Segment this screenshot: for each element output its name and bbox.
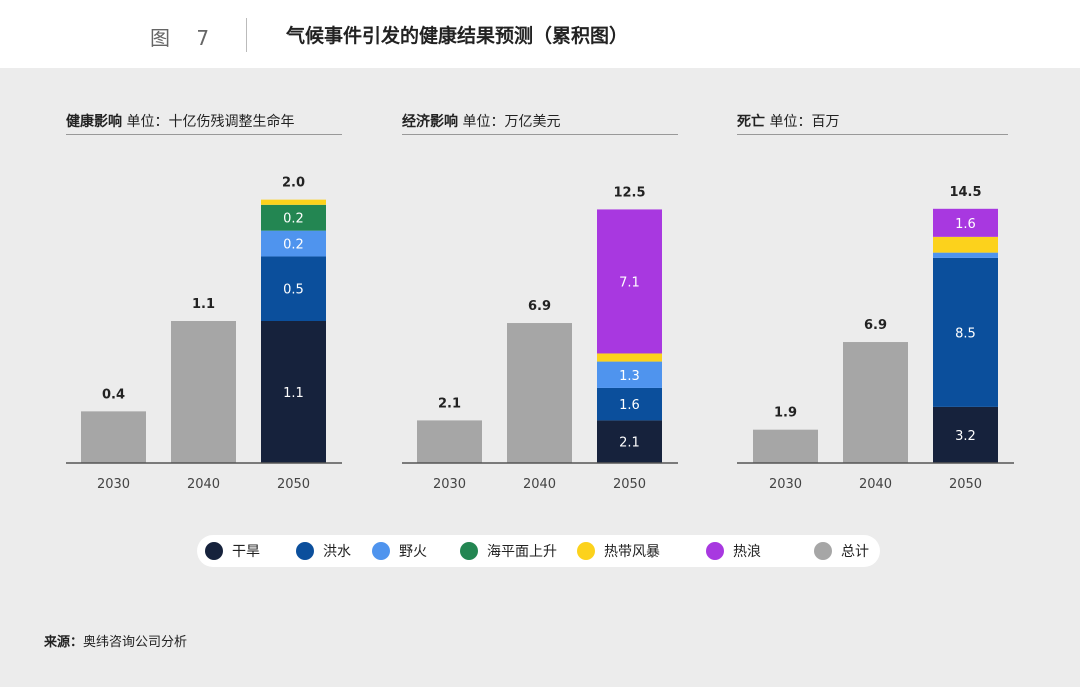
total-value-label: 2.1 [438, 396, 461, 411]
legend-item: 野火 [372, 535, 427, 567]
x-tick-label: 2050 [277, 477, 310, 492]
segment-value-label: 3.2 [955, 429, 976, 444]
total-value-label: 6.9 [528, 299, 551, 314]
segment-value-label: 0.2 [283, 238, 304, 253]
bar-segment [933, 406, 998, 463]
panel-heading: 死亡 [737, 114, 765, 130]
total-value-label: 12.5 [613, 185, 645, 200]
panel-title-deaths: 死亡 单位：百万 [737, 111, 839, 131]
bar-segment [597, 209, 662, 354]
x-tick-label: 2040 [523, 477, 556, 492]
figure-number: 图 7 [150, 26, 220, 50]
legend-item: 洪水 [296, 535, 351, 567]
bar-segment [933, 252, 998, 258]
segment-value-label: 1.6 [955, 217, 976, 232]
legend-swatch [296, 542, 314, 560]
legend-swatch [706, 542, 724, 560]
bar-segment [597, 361, 662, 388]
bar-segment [933, 236, 998, 253]
total-value-label: 1.1 [192, 297, 215, 312]
segment-value-label: 1.6 [619, 398, 640, 413]
bar-segment [171, 321, 236, 463]
legend-label: 热带风暴 [604, 544, 660, 560]
total-value-label: 1.9 [774, 406, 797, 421]
header-divider [246, 18, 247, 52]
bar-segment [597, 353, 662, 362]
bar-segment [261, 256, 326, 321]
legend-item: 热浪 [706, 535, 761, 567]
panel-title-economic: 经济影响 单位：万亿美元 [402, 111, 560, 131]
x-tick-label: 2030 [433, 477, 466, 492]
legend: 干旱 洪水 野火 海平面上升 热带风暴 热浪 总计 [197, 535, 880, 567]
segment-value-label: 1.1 [283, 386, 304, 401]
x-tick-label: 2050 [613, 477, 646, 492]
x-tick-label: 2040 [187, 477, 220, 492]
x-tick-label: 2050 [949, 477, 982, 492]
legend-item: 总计 [814, 535, 869, 567]
bar-segment [597, 420, 662, 463]
segment-value-label: 1.3 [619, 369, 640, 384]
source-note: 来源：奥纬咨询公司分析 [44, 631, 187, 650]
bar-segment [81, 411, 146, 463]
x-tick-label: 2030 [97, 477, 130, 492]
legend-label: 海平面上升 [487, 544, 557, 560]
bar-segment [843, 342, 908, 463]
legend-swatch [577, 542, 595, 560]
bar-segment [261, 230, 326, 257]
legend-label: 热浪 [733, 544, 761, 560]
legend-swatch [205, 542, 223, 560]
legend-item: 干旱 [205, 535, 260, 567]
segment-value-label: 8.5 [955, 326, 976, 341]
segment-value-label: 7.1 [619, 275, 640, 290]
bar-segment [933, 257, 998, 407]
legend-swatch [372, 542, 390, 560]
x-tick-label: 2030 [769, 477, 802, 492]
bar-segment [753, 429, 818, 463]
legend-label: 干旱 [232, 544, 260, 560]
figure-title: 气候事件引发的健康结果预测（累积图） [286, 25, 629, 47]
bar-segment [597, 387, 662, 421]
panel-title-health: 健康影响 单位：十亿伤残调整生命年 [66, 111, 294, 131]
panel-heading: 健康影响 [66, 114, 122, 130]
bar-segment [261, 199, 326, 205]
legend-swatch [460, 542, 478, 560]
panel-rule [402, 134, 678, 135]
total-value-label: 2.0 [282, 176, 305, 191]
legend-item: 海平面上升 [460, 535, 557, 567]
panel-heading: 经济影响 [402, 114, 458, 130]
legend-label: 野火 [399, 544, 427, 560]
total-value-label: 0.4 [102, 387, 125, 402]
panel-unit: 单位：万亿美元 [462, 114, 561, 130]
bar-segment [261, 321, 326, 463]
legend-label: 总计 [841, 544, 869, 560]
segment-value-label: 0.5 [283, 283, 304, 298]
source-text: 奥纬咨询公司分析 [83, 635, 188, 650]
bar-segment [933, 208, 998, 237]
legend-label: 洪水 [323, 544, 351, 560]
legend-swatch [814, 542, 832, 560]
segment-value-label: 0.2 [283, 212, 304, 227]
bar-segment [261, 204, 326, 231]
source-label: 来源： [44, 635, 84, 650]
total-value-label: 14.5 [949, 185, 981, 200]
bar-segment [417, 420, 482, 463]
legend-item: 热带风暴 [577, 535, 660, 567]
panel-unit: 单位：百万 [769, 114, 840, 130]
panel-rule [66, 134, 342, 135]
segment-value-label: 2.1 [619, 436, 640, 451]
x-tick-label: 2040 [859, 477, 892, 492]
total-value-label: 6.9 [864, 318, 887, 333]
bar-segment [507, 323, 572, 463]
panel-rule [737, 134, 1008, 135]
figure-header: 图 7 气候事件引发的健康结果预测（累积图） [0, 0, 1080, 68]
panel-unit: 单位：十亿伤残调整生命年 [126, 114, 295, 130]
